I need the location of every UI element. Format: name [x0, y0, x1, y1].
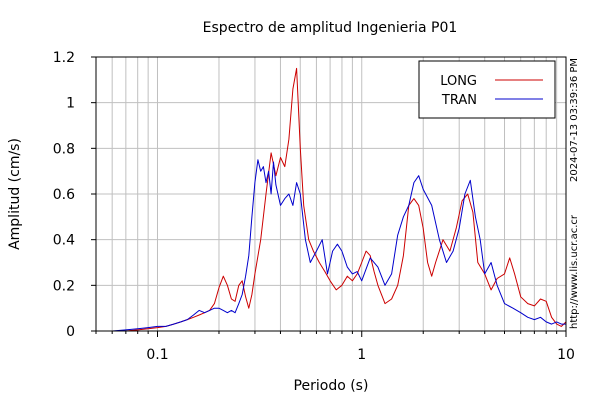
- series-lines: [112, 67, 567, 332]
- y-tick-label: 1.2: [53, 50, 75, 66]
- y-tick-label: 1: [66, 96, 75, 112]
- chart-title: Espectro de amplitud Ingenieria P01: [203, 20, 458, 36]
- x-axis-ticks: 0.1 1 10: [95, 331, 575, 363]
- x-tick-label: 0.1: [146, 347, 168, 363]
- legend-label-long: LONG: [440, 74, 477, 89]
- legend-label-tran: TRAN: [441, 93, 477, 108]
- series-line-tran: [112, 159, 566, 332]
- y-tick-label: 0.4: [53, 233, 75, 249]
- y-tick-label: 0.6: [53, 187, 75, 203]
- timestamp-label: 2024-07-13 03:39:36 PM: [569, 58, 580, 182]
- y-axis-label: Amplitud (cm/s): [7, 138, 23, 250]
- series-line-long: [112, 67, 567, 332]
- legend: LONG TRAN: [418, 60, 556, 119]
- x-tick-label: 1: [357, 347, 366, 363]
- y-axis-ticks: 0 0.2 0.4 0.6 0.8 1 1.2: [53, 50, 96, 340]
- y-tick-label: 0: [66, 324, 75, 340]
- y-tick-label: 0.2: [53, 278, 75, 294]
- x-axis-label: Periodo (s): [294, 378, 369, 394]
- y-tick-label: 0.8: [53, 141, 75, 157]
- legend-box: [418, 60, 556, 119]
- x-tick-label: 10: [557, 347, 575, 363]
- website-label: http://www.lis.ucr.ac.cr: [569, 214, 580, 329]
